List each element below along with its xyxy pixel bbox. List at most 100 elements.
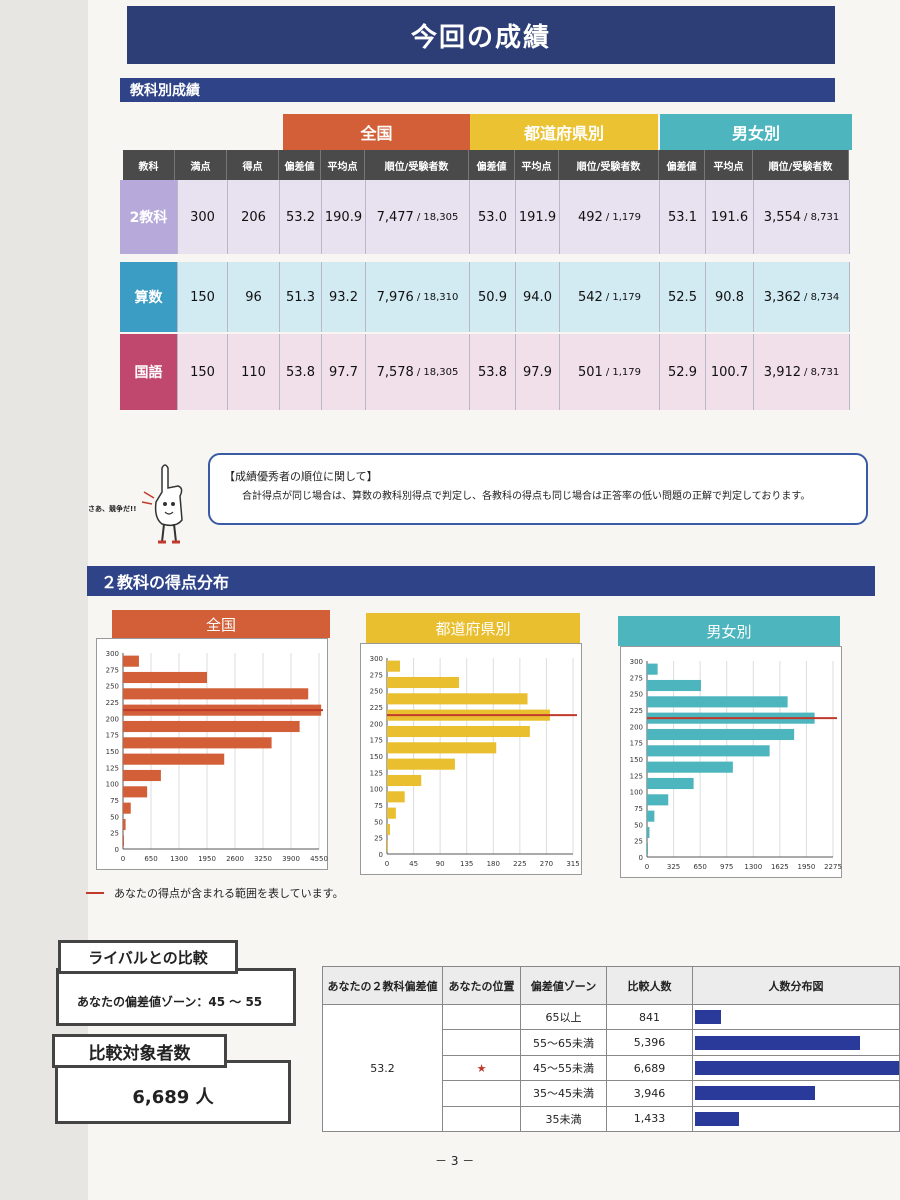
distribution-bar xyxy=(695,1061,899,1075)
histogram-bar xyxy=(123,655,139,667)
score-cell: 96 xyxy=(228,262,280,332)
zone-cell: 65以上 xyxy=(520,1004,607,1031)
histogram-bar xyxy=(387,791,405,803)
x-tick-label: 3900 xyxy=(282,855,300,863)
header-subject: 教科 xyxy=(123,150,175,180)
histogram-bar xyxy=(647,745,770,757)
x-tick-label: 2275 xyxy=(824,863,842,871)
your-deviation: 53.2 xyxy=(322,1004,443,1132)
max-cell: 150 xyxy=(178,262,228,332)
y-tick-label: 75 xyxy=(374,802,383,810)
note-title: 【成績優秀者の順位に関して】 xyxy=(224,470,378,483)
subject-cell: 2教科 xyxy=(120,180,178,254)
header-avg-sex: 平均点 xyxy=(705,150,753,180)
x-tick-label: 0 xyxy=(645,863,649,871)
y-tick-label: 250 xyxy=(106,683,119,691)
max-cell: 150 xyxy=(178,334,228,410)
histogram-bar xyxy=(123,835,124,847)
histogram-bar xyxy=(123,818,126,831)
histogram-bar xyxy=(123,737,272,749)
rank-cell: 7,578/ 18,305 xyxy=(366,334,470,410)
score-cell: 206 xyxy=(228,180,280,254)
position-star-icon: ★ xyxy=(442,1054,521,1082)
histogram-bar xyxy=(647,777,694,790)
histogram-bar xyxy=(647,728,795,741)
y-tick-label: 0 xyxy=(115,846,119,854)
chart-national: 0 650 1300 1950 2600 3250 3900 4550 0 25 50 75 100 12… xyxy=(96,638,328,870)
rank-cell: 7,477/ 18,305 xyxy=(366,180,470,254)
table-row: 2教科 300 206 53.2 190.9 7,477/ 18,305 53.… xyxy=(120,180,850,254)
x-tick-label: 650 xyxy=(693,863,706,871)
rank-total: / 8,734 xyxy=(804,291,840,303)
histogram-bar xyxy=(123,688,309,700)
avg-cell: 190.9 xyxy=(322,180,366,254)
histogram-bar xyxy=(387,693,528,705)
histogram-bar xyxy=(387,823,390,836)
chart-gender-svg: 0 325 650 975 1300 1625 1950 2275 0 25 50 75 100 125 1… xyxy=(630,658,842,871)
x-tick-label: 0 xyxy=(121,855,125,863)
chart-national-svg: 0 650 1300 1950 2600 3250 3900 4550 0 25 50 75 100 12… xyxy=(106,650,328,863)
chart-title-national: 全国 xyxy=(112,610,330,638)
histogram-bar xyxy=(387,840,388,852)
avg-cell: 93.2 xyxy=(322,262,366,332)
table-row: 35未満 1,433 xyxy=(323,1105,900,1133)
histogram-bar xyxy=(123,720,300,733)
position-cell xyxy=(442,1080,521,1107)
chart-title-gender: 男女別 xyxy=(618,616,840,646)
dev-cell: 52.5 xyxy=(660,262,706,332)
x-tick-label: 1625 xyxy=(771,863,789,871)
header-count: 比較人数 xyxy=(606,965,693,1006)
header-avg-all: 平均点 xyxy=(321,150,365,180)
rank-total: / 8,731 xyxy=(804,366,840,378)
y-tick-label: 100 xyxy=(630,789,643,797)
table-row: 55～65未満 5,396 xyxy=(323,1029,900,1056)
section-title-distribution: ２教科の得点分布 xyxy=(87,566,875,596)
group-header-gender: 男女別 xyxy=(660,114,852,150)
histogram-bar xyxy=(647,663,658,675)
histogram-bar xyxy=(647,761,733,773)
rank-total: / 1,179 xyxy=(605,291,641,303)
header-rank-pref: 順位/受験者数 xyxy=(559,150,659,180)
rank-value: 542 xyxy=(577,289,603,305)
rank-value: 3,362 xyxy=(763,289,802,305)
y-tick-label: 300 xyxy=(630,658,643,666)
x-tick-label: 270 xyxy=(540,860,553,868)
x-tick-label: 1300 xyxy=(744,863,762,871)
dev-cell: 53.2 xyxy=(280,180,322,254)
y-tick-label: 25 xyxy=(374,835,383,843)
rank-value: 492 xyxy=(577,209,603,225)
avg-cell: 90.8 xyxy=(706,262,754,332)
y-tick-label: 275 xyxy=(370,671,383,679)
count-value: 6,689 人 xyxy=(55,1060,291,1124)
page-number: － 3 － xyxy=(435,1154,475,1168)
section-title-scores: 教科別成績 xyxy=(120,78,835,102)
header-rank-all: 順位/受験者数 xyxy=(365,150,469,180)
legend-line-icon xyxy=(86,892,104,894)
header-max: 満点 xyxy=(175,150,227,180)
x-tick-label: 325 xyxy=(667,863,680,871)
y-tick-label: 275 xyxy=(630,674,643,682)
header-dev-sex: 偏差値 xyxy=(659,150,705,180)
histogram-bar xyxy=(387,742,497,754)
histogram-bar xyxy=(123,753,225,765)
group-header-prefecture: 都道府県別 xyxy=(470,114,658,150)
y-tick-label: 0 xyxy=(639,854,643,862)
y-tick-label: 225 xyxy=(630,707,643,715)
comparison-header-row: あなたの２教科偏差値 あなたの位置 偏差値ゾーン 比較人数 人数分布図 xyxy=(322,965,900,1006)
y-tick-label: 150 xyxy=(370,753,383,761)
y-tick-label: 200 xyxy=(370,720,383,728)
x-tick-label: 315 xyxy=(566,860,579,868)
y-tick-label: 150 xyxy=(630,756,643,764)
dev-cell: 53.8 xyxy=(280,334,322,410)
y-tick-label: 150 xyxy=(106,748,119,756)
zone-cell: 35未満 xyxy=(520,1105,607,1133)
y-tick-label: 300 xyxy=(370,655,383,663)
dev-cell: 52.9 xyxy=(660,334,706,410)
mascot-caption: さあ、競争だ!! xyxy=(88,505,137,513)
position-cell xyxy=(442,1105,521,1133)
bar-cell xyxy=(692,1004,900,1031)
rank-value: 7,976 xyxy=(376,289,414,305)
max-cell: 300 xyxy=(178,180,228,254)
x-tick-label: 3250 xyxy=(254,855,272,863)
rank-cell: 7,976/ 18,310 xyxy=(366,262,470,332)
